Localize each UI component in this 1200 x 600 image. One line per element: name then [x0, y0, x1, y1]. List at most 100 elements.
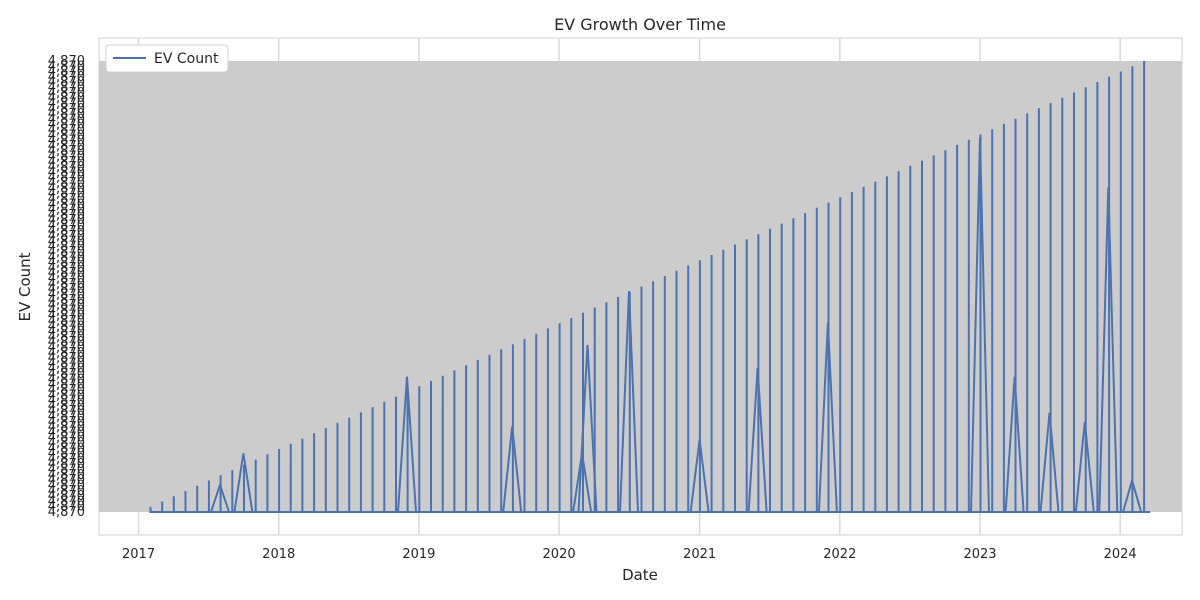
series-spike — [397, 376, 417, 513]
series-spike — [970, 137, 990, 513]
y-tick-label: 4,870 — [48, 484, 85, 499]
y-tick-label: 4,870 — [48, 139, 85, 154]
y-tick-label: 4,870 — [48, 245, 85, 260]
y-tick-label: 4,870 — [48, 86, 85, 101]
y-tick-label: 4,870 — [48, 128, 85, 143]
y-tick-label: 4,870 — [48, 144, 85, 159]
y-tick-label: 4,870 — [48, 171, 85, 186]
y-axis-ticks: 4,8704,8704,8704,8704,8704,8704,8704,870… — [48, 54, 85, 520]
y-tick-label: 4,870 — [48, 75, 85, 90]
y-tick-label: 4,870 — [48, 96, 85, 111]
y-tick-label: 4,870 — [48, 415, 85, 430]
y-tick-label: 4,870 — [48, 468, 85, 483]
y-tick-label: 4,870 — [48, 118, 85, 133]
y-tick-label: 4,870 — [48, 298, 85, 313]
y-tick-label: 4,870 — [48, 59, 85, 74]
y-tick-label: 4,870 — [48, 404, 85, 419]
y-tick-label: 4,870 — [48, 399, 85, 414]
x-axis-label: Date — [622, 566, 658, 584]
y-tick-label: 4,870 — [48, 176, 85, 191]
series-spike — [1004, 376, 1025, 513]
y-tick-label: 4,870 — [48, 197, 85, 212]
series-spike — [747, 367, 768, 513]
y-tick-label: 4,870 — [48, 234, 85, 249]
y-tick-label: 4,870 — [48, 500, 85, 515]
y-tick-label: 4,870 — [48, 425, 85, 440]
y-tick-label: 4,870 — [48, 203, 85, 218]
y-tick-label: 4,870 — [48, 102, 85, 117]
y-tick-label: 4,870 — [48, 388, 85, 403]
y-tick-label: 4,870 — [48, 272, 85, 287]
y-tick-label: 4,870 — [48, 473, 85, 488]
y-tick-label: 4,870 — [48, 218, 85, 233]
series-line — [149, 61, 1150, 513]
y-tick-label: 4,870 — [48, 457, 85, 472]
y-tick-label: 4,870 — [48, 319, 85, 334]
y-tick-label: 4,870 — [48, 372, 85, 387]
y-tick-label: 4,870 — [48, 181, 85, 196]
x-tick-label: 2019 — [402, 547, 435, 562]
y-tick-label: 4,870 — [48, 351, 85, 366]
y-tick-label: 4,870 — [48, 192, 85, 207]
legend-box — [105, 44, 229, 73]
y-tick-label: 4,870 — [48, 314, 85, 329]
y-tick-label: 4,870 — [48, 335, 85, 350]
series-spike — [1098, 187, 1119, 513]
y-tick-label: 4,870 — [48, 160, 85, 175]
y-tick-label: 4,870 — [48, 256, 85, 271]
plot-area — [98, 37, 1183, 536]
y-tick-label: 4,870 — [48, 362, 85, 377]
y-tick-label: 4,870 — [48, 91, 85, 106]
x-tick-label: 2024 — [1104, 547, 1137, 562]
y-tick-label: 4,870 — [48, 208, 85, 223]
y-tick-label: 4,870 — [48, 420, 85, 435]
x-tick-label: 2022 — [823, 547, 856, 562]
chart-title: EV Growth Over Time — [554, 15, 726, 34]
y-tick-label: 4,870 — [48, 441, 85, 456]
series-spike — [577, 345, 598, 513]
y-tick-label: 4,870 — [48, 494, 85, 509]
y-tick-label: 4,870 — [48, 409, 85, 424]
y-tick-label: 4,870 — [48, 81, 85, 96]
y-tick-label: 4,870 — [48, 330, 85, 345]
y-tick-label: 4,870 — [48, 277, 85, 292]
y-axis-label: EV Count — [16, 252, 34, 321]
y-tick-label: 4,870 — [48, 394, 85, 409]
series-spike — [233, 453, 254, 513]
y-tick-label: 4,870 — [48, 123, 85, 138]
x-tick-label: 2020 — [543, 547, 576, 562]
y-tick-label: 4,870 — [48, 187, 85, 202]
y-tick-label: 4,870 — [48, 341, 85, 356]
series-spike — [1074, 421, 1095, 513]
y-tick-label: 4,870 — [48, 378, 85, 393]
y-tick-label: 4,870 — [48, 213, 85, 228]
series-spike — [619, 290, 639, 513]
y-tick-label: 4,870 — [48, 250, 85, 265]
y-tick-label: 4,870 — [48, 505, 85, 520]
y-tick-label: 4,870 — [48, 266, 85, 281]
x-axis-ticks: 2017 2018 2019 2020 2021 2022 2023 2024 — [122, 547, 1137, 562]
y-tick-label: 4,870 — [48, 383, 85, 398]
x-tick-label: 2021 — [683, 547, 716, 562]
series-spike — [502, 426, 523, 513]
y-tick-label: 4,870 — [48, 224, 85, 239]
y-tick-label: 4,870 — [48, 309, 85, 324]
y-tick-label: 4,870 — [48, 303, 85, 318]
y-tick-label: 4,870 — [48, 54, 85, 69]
y-tick-label: 4,870 — [48, 436, 85, 451]
series-spike — [817, 322, 838, 513]
series-spike — [210, 481, 230, 513]
legend-label: EV Count — [154, 51, 219, 67]
y-tick-label: 4,870 — [48, 367, 85, 382]
y-tick-label: 4,870 — [48, 452, 85, 467]
y-tick-label: 4,870 — [48, 431, 85, 446]
line-layer — [149, 61, 1150, 513]
x-tick-label: 2017 — [122, 547, 155, 562]
y-tick-label: 4,870 — [48, 478, 85, 493]
y-tick-label: 4,870 — [48, 293, 85, 308]
y-tick-label: 4,870 — [48, 65, 85, 80]
y-tick-label: 4,870 — [48, 155, 85, 170]
x-tick-label: 2018 — [262, 547, 295, 562]
y-tick-label: 4,870 — [48, 282, 85, 297]
